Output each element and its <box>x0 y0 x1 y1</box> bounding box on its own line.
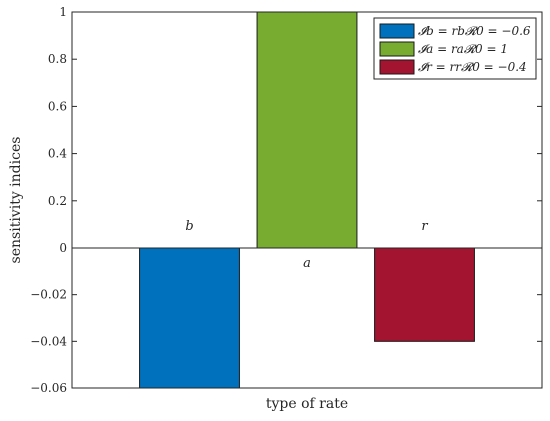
y-tick-label: −0.06 <box>30 381 67 395</box>
y-tick-label: −0.02 <box>30 288 67 302</box>
bar-label-r: r <box>421 219 428 234</box>
y-tick-label: 0.6 <box>48 99 67 113</box>
y-tick-label: 0.4 <box>48 147 67 161</box>
y-tick-label: 1 <box>59 5 67 19</box>
bar-b <box>139 247 240 389</box>
ticks-layer: 0 0.2 0.4 0.6 0.8 1 −0.02 −0.04 −0.06 <box>30 5 542 395</box>
legend: 𝓘b = rb𝓡0 = −0.6 𝓘a = ra𝓡0 = 1 𝓘r = rr𝓡0 =… <box>373 17 537 80</box>
bar-label-a: a <box>303 256 311 271</box>
y-tick-label: 0.8 <box>48 52 67 66</box>
legend-label-a: 𝓘a = ra𝓡0 = 1 <box>418 42 508 56</box>
bar-r <box>374 247 475 342</box>
y-axis-title: sensitivity indices <box>8 137 24 264</box>
plot-frame <box>71 11 543 389</box>
legend-swatch-a <box>379 41 415 57</box>
y-tick-label: −0.04 <box>30 334 67 348</box>
legend-swatch-r <box>379 59 415 75</box>
legend-swatch-b <box>379 23 415 39</box>
x-axis-title: type of rate <box>266 396 348 412</box>
legend-label-b: 𝓘b = rb𝓡0 = −0.6 <box>418 24 531 38</box>
bar-a <box>256 11 358 249</box>
bar-label-b: b <box>185 219 193 234</box>
legend-label-r: 𝓘r = rr𝓡0 = −0.4 <box>418 60 527 74</box>
y-tick-label: 0.2 <box>48 194 67 208</box>
bars-layer <box>139 11 475 389</box>
bar-labels-layer: b a r <box>185 219 428 271</box>
y-tick-label: 0 <box>59 241 67 255</box>
legend-items: 𝓘b = rb𝓡0 = −0.6 𝓘a = ra𝓡0 = 1 𝓘r = rr𝓡0 =… <box>379 23 531 75</box>
